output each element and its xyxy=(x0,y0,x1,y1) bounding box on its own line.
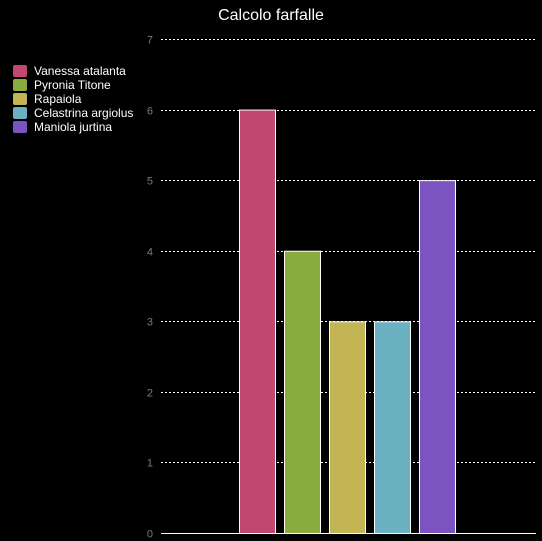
legend-item-rapaiola[interactable]: Rapaiola xyxy=(13,92,133,106)
y-tick-label-2: 2 xyxy=(147,388,153,400)
legend-label-celastrina-argiolus: Celastrina argiolus xyxy=(34,106,134,120)
legend-swatch-maniola-jurtina xyxy=(13,121,27,133)
legend-item-vanessa-atalanta[interactable]: Vanessa atalanta xyxy=(13,64,133,78)
chart-title: Calcolo farfalle xyxy=(218,7,324,24)
y-tick-label-4: 4 xyxy=(147,247,153,259)
legend-item-celastrina-argiolus[interactable]: Celastrina argiolus xyxy=(13,106,133,120)
legend: Vanessa atalanta Pyronia Titone Rapaiola… xyxy=(13,64,133,134)
y-tick-label-0: 0 xyxy=(147,529,153,541)
bar-celastrina-argiolus[interactable] xyxy=(374,321,411,534)
legend-item-pyronia-titone[interactable]: Pyronia Titone xyxy=(13,78,133,92)
legend-swatch-celastrina-argiolus xyxy=(13,107,27,119)
bar-layer xyxy=(239,109,456,534)
y-tick-label-7: 7 xyxy=(147,35,153,47)
bar-vanessa-atalanta[interactable] xyxy=(239,109,276,534)
y-tick-label-6: 6 xyxy=(147,106,153,118)
y-tick-label-5: 5 xyxy=(147,176,153,188)
y-tick-label-3: 3 xyxy=(147,317,153,329)
bar-maniola-jurtina[interactable] xyxy=(419,180,456,534)
legend-label-vanessa-atalanta: Vanessa atalanta xyxy=(34,64,126,78)
legend-label-pyronia-titone: Pyronia Titone xyxy=(34,78,111,92)
y-tick-label-1: 1 xyxy=(147,458,153,470)
legend-swatch-pyronia-titone xyxy=(13,79,27,91)
bar-pyronia-titone[interactable] xyxy=(284,250,321,534)
legend-label-maniola-jurtina: Maniola jurtina xyxy=(34,120,113,134)
legend-item-maniola-jurtina[interactable]: Maniola jurtina xyxy=(13,120,133,134)
bar-rapaiola[interactable] xyxy=(329,321,366,534)
y-tick-labels: 0 1 2 3 4 5 6 7 xyxy=(147,35,153,541)
legend-label-rapaiola: Rapaiola xyxy=(34,92,82,106)
legend-swatch-vanessa-atalanta xyxy=(13,65,27,77)
legend-swatch-rapaiola xyxy=(13,93,27,105)
